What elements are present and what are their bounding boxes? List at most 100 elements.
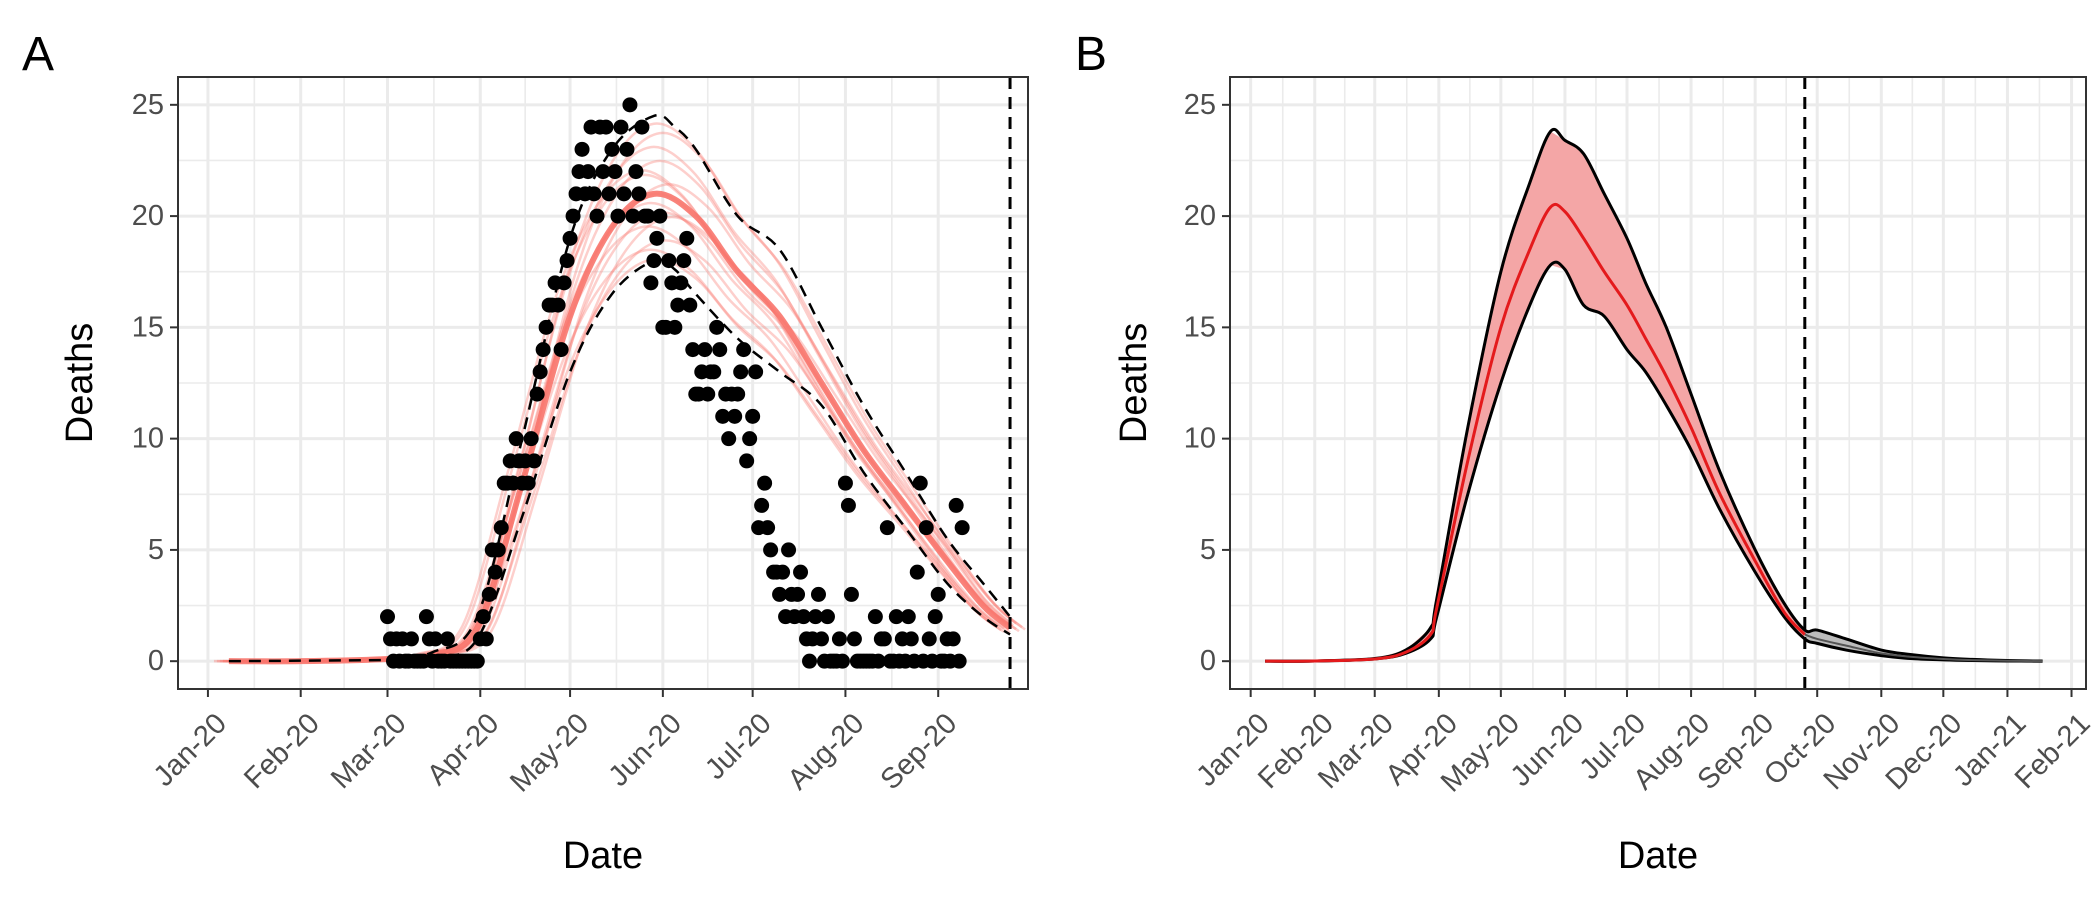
- panel-a-y-tick-label: 15: [132, 311, 164, 343]
- panel-a-observed-point: [481, 586, 497, 602]
- panel-a-observed-point: [954, 520, 970, 536]
- panel-a-observed-point: [649, 230, 665, 246]
- panel-a-observed-point: [523, 431, 539, 447]
- panel-a-x-tick-label: Aug-20: [782, 707, 871, 796]
- panel-b-y-tick-label: 0: [1200, 645, 1216, 677]
- panel-a-label: A: [22, 28, 54, 81]
- panel-b-y-tick-label: 10: [1184, 423, 1216, 455]
- panel-a-y-tick-label: 5: [148, 534, 164, 566]
- panel-a-observed-point: [380, 609, 396, 625]
- panel-a-observed-point: [469, 653, 485, 669]
- panel-a-observed-point: [715, 408, 731, 424]
- panel-a-observed-point: [565, 208, 581, 224]
- panel-a-observed-point: [598, 119, 614, 135]
- panel-a-observed-point: [730, 386, 746, 402]
- panel-a-observed-point: [948, 497, 964, 513]
- panel-a-x-tick-label: Apr-20: [421, 707, 505, 791]
- panel-b-upper-bound-line: [1265, 127, 2043, 663]
- panel-a-observed-point: [625, 208, 641, 224]
- panel-a-observed-point: [757, 475, 773, 491]
- panel-a-x-tick-label: May-20: [504, 707, 595, 798]
- panel-a-baseline-curve: [228, 658, 388, 663]
- panel-b-x-axis-title: Date: [1618, 835, 1698, 877]
- panel-a-observed-point: [622, 97, 638, 113]
- panel-b-y-axis: 0 5 10 15 20 25: [1184, 89, 1230, 677]
- panel-a-observed-point: [628, 164, 644, 180]
- panel-a-observed-point: [553, 342, 569, 358]
- panel-a-observed-point: [700, 386, 716, 402]
- panel-a-ensemble-curves: [213, 122, 1026, 665]
- panel-a-observed-point: [903, 631, 919, 647]
- panel-a-observed-point: [595, 164, 611, 180]
- panel-a-observed-point: [607, 164, 623, 180]
- panel-a-observed-point: [640, 208, 656, 224]
- panel-a-observed-point: [748, 364, 764, 380]
- panel-a-observed-point: [879, 520, 895, 536]
- panel-a-observed-point: [613, 119, 629, 135]
- panel-a-y-tick-label: 0: [148, 645, 164, 677]
- panel-a-observed-point: [616, 186, 632, 202]
- panel-a-observed-point: [775, 564, 791, 580]
- panel-a-observed-point: [843, 586, 859, 602]
- panel-b-y-axis-title: Deaths: [1113, 323, 1155, 443]
- panel-a-observed-point: [673, 275, 689, 291]
- panel-a-observed-point: [781, 542, 797, 558]
- panel-a-observed-point: [802, 653, 818, 669]
- panel-a-observed-point: [909, 564, 925, 580]
- panel-a-observed-point: [427, 631, 443, 647]
- panel-b-y-tick-label: 5: [1200, 534, 1216, 566]
- panel-a-observed-point: [685, 342, 701, 358]
- panel-b: B Jan-20Feb-20Mar-20Apr-20May-20Jun-20Ju…: [1075, 28, 2097, 877]
- panel-a-observed-point: [478, 631, 494, 647]
- panel-a-observed-point: [790, 586, 806, 602]
- panel-a-observed-point: [661, 253, 677, 269]
- panel-a-observed-point: [574, 141, 590, 157]
- panel-a-observed-point: [697, 342, 713, 358]
- panel-a-x-axis-title: Date: [563, 835, 643, 877]
- panel-b-projection-mean-line: [1804, 633, 2043, 663]
- panel-b-x-axis: Jan-20Feb-20Mar-20Apr-20May-20Jun-20Jul-…: [1190, 689, 2097, 798]
- panel-a-observed-point: [772, 586, 788, 602]
- panel-a-observed-point: [813, 631, 829, 647]
- panel-a-observed-point: [867, 609, 883, 625]
- panel-a-observed-point: [562, 230, 578, 246]
- panel-b-y-tick-label: 25: [1184, 89, 1216, 121]
- panel-a-x-tick-label: Jun-20: [603, 707, 688, 792]
- panel-a-observed-point: [819, 609, 835, 625]
- panel-a-observed-points: [380, 97, 970, 669]
- panel-a-observed-point: [418, 609, 434, 625]
- panel-a-observed-point: [520, 475, 536, 491]
- panel-a-x-tick-label: Jan-20: [148, 707, 233, 792]
- panel-a-grid: [178, 77, 1028, 689]
- panel-a-observed-point: [601, 186, 617, 202]
- panel-a-observed-point: [736, 342, 752, 358]
- panel-a-observed-point: [670, 297, 686, 313]
- panel-a-observed-point: [930, 586, 946, 602]
- panel-a-observed-point: [876, 631, 892, 647]
- panel-a-observed-point: [721, 431, 737, 447]
- panel-a-observed-point: [834, 653, 850, 669]
- panel-a-x-tick-label: Sep-20: [875, 707, 964, 796]
- panel-a-observed-point: [918, 520, 934, 536]
- panel-a-observed-point: [840, 497, 856, 513]
- panel-a-observed-point: [742, 431, 758, 447]
- panel-a-observed-point: [652, 208, 668, 224]
- panel-a-observed-point: [619, 141, 635, 157]
- panel-a-observed-point: [586, 186, 602, 202]
- panel-b-y-tick-label: 15: [1184, 311, 1216, 343]
- panel-a-observed-point: [945, 631, 961, 647]
- panel-a-y-tick-label: 10: [132, 423, 164, 455]
- panel-b-projection-ribbon: [1804, 630, 2043, 662]
- panel-a-observed-point: [793, 564, 809, 580]
- panel-a-observed-point: [763, 542, 779, 558]
- panel-a-observed-point: [631, 186, 647, 202]
- panel-a-observed-point: [808, 609, 823, 625]
- panel-a-observed-point: [796, 609, 812, 625]
- panel-a-observed-point: [556, 275, 572, 291]
- panel-a-y-axis-title: Deaths: [59, 323, 101, 443]
- panel-a-observed-point: [508, 431, 524, 447]
- panel-a-observed-point: [559, 253, 575, 269]
